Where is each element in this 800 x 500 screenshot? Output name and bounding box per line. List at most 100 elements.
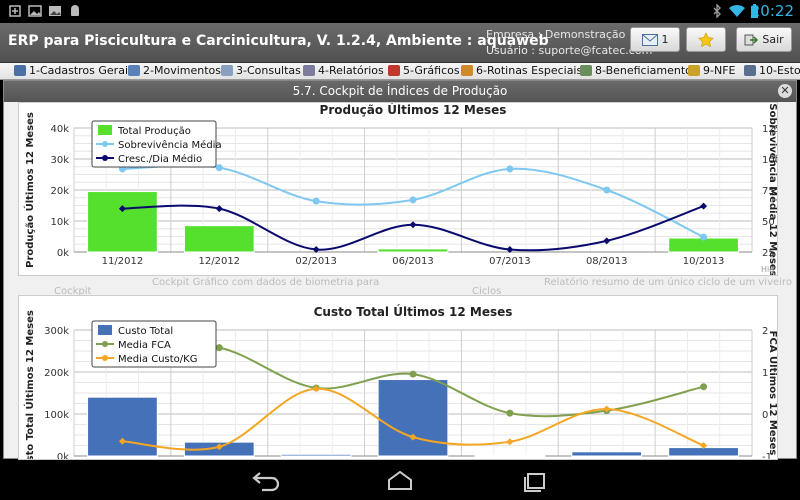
menu-item-estoque[interactable]: 10-Estoq [744, 64, 800, 77]
menu-item-label: 4-Relatórios [318, 64, 384, 77]
menu-item-nfe[interactable]: 9-NFE [688, 64, 735, 77]
point-marker [506, 438, 514, 446]
y-tick-label: 0k [57, 452, 69, 460]
y2-tick-label: -1 [762, 452, 772, 460]
y2-axis-title: FCA Últimos 12 Meses [767, 331, 778, 456]
company-info: Empresa : Demonstração Usuário : suporte… [486, 27, 652, 59]
point-marker [506, 246, 514, 254]
point-marker [700, 383, 708, 391]
document-icon [221, 65, 233, 76]
legend-label: Total Produção [117, 126, 191, 137]
image-icon [28, 5, 42, 17]
menu-item-graficos[interactable]: 5-Gráficos [388, 64, 460, 77]
chart-icon [388, 65, 400, 76]
mail-icon [641, 33, 658, 46]
ghost-text-left: Cockpit Gráfico com dados de biometria p… [152, 277, 380, 288]
legend-label: Cresc./Dia Médio [118, 153, 202, 165]
y-tick-label: 10k [50, 217, 69, 228]
menu-item-rotinas[interactable]: 6-Rotinas Especiais [461, 64, 582, 77]
menu-item-label: 8-Beneficiamento [595, 64, 692, 77]
legend-marker [102, 341, 108, 347]
close-button[interactable]: ✕ [778, 84, 792, 98]
legend-label: Media Custo/KG [118, 354, 197, 365]
x-tick-label: 06/2013 [392, 256, 434, 267]
company-name: Empresa : Demonstração [486, 28, 626, 41]
y2-tick-label: 50 [762, 217, 775, 228]
cost-chart: Custo Total Últimos 12 Meses 0k 100k 200k 30… [23, 304, 778, 460]
favorites-button[interactable] [686, 27, 726, 52]
invoice-icon [688, 65, 700, 76]
app-header: ERP para Piscicultura e Carcinicultura, … [0, 23, 800, 63]
close-icon: ✕ [780, 84, 790, 97]
bluetooth-icon [713, 4, 721, 18]
legend-marker [102, 141, 108, 147]
menu-item-cadastros[interactable]: 1-Cadastros Gerais [14, 64, 134, 77]
legend-label: Custo Total [118, 326, 173, 337]
messages-count: 1 [661, 33, 669, 46]
menu-item-movimentos[interactable]: 2-Movimentos [128, 64, 221, 77]
menu-item-label: 1-Cadastros Gerais [29, 64, 134, 77]
legend-box [91, 120, 217, 168]
android-icon [71, 5, 79, 16]
bar [571, 451, 643, 457]
messages-button[interactable]: 1 [630, 27, 680, 52]
bar [474, 454, 546, 457]
exit-icon [744, 34, 759, 45]
production-chart-panel: Produção Últimos 12 Meses 0k 10k 20k 30k 40k 2… [18, 102, 778, 276]
status-bar: 20:22 [0, 0, 800, 23]
x-tick-label: 07/2013 [489, 256, 531, 267]
point-marker [409, 370, 417, 378]
y-tick-label: 20k [50, 186, 69, 197]
menu-item-beneficiamento[interactable]: 8-Beneficiamento [580, 64, 692, 77]
home-icon[interactable] [383, 470, 417, 492]
legend-swatch [98, 125, 112, 135]
y-axis-title: Produção Últimos 12 Meses [23, 112, 36, 268]
y-tick-label: 40k [50, 124, 69, 135]
folder-icon [14, 65, 26, 76]
status-time: 20:22 [750, 2, 794, 20]
printer-icon [303, 65, 315, 76]
x-tick-label: 12/2012 [199, 256, 241, 267]
exit-button[interactable]: Sair [736, 27, 792, 52]
bar [377, 248, 449, 253]
point-marker [603, 405, 611, 413]
menu-item-label: 9-NFE [703, 64, 736, 77]
bar [87, 191, 158, 253]
ghost-label-cockpit: Cockpit [54, 286, 92, 297]
point-marker [700, 233, 708, 241]
menu-item-label: 2-Movimentos [143, 64, 221, 77]
menu-bar: 1-Cadastros Gerais 2-Movimentos 3-Consul… [0, 63, 800, 80]
point-marker [215, 205, 223, 213]
point-marker [409, 221, 417, 229]
y2-tick-label: 100 [762, 155, 778, 166]
recent-apps-icon[interactable] [518, 470, 552, 492]
menu-item-relatorios[interactable]: 4-Relatórios [303, 64, 384, 77]
legend-swatch [98, 325, 112, 335]
star-icon [698, 31, 714, 47]
y-axis-title: Custo Total Últimos 12 Meses [23, 310, 36, 460]
user-email: Usuário : suporte@fcatec.com [486, 44, 653, 57]
gallery-icon [49, 6, 61, 16]
point-marker [215, 164, 223, 172]
point-marker [700, 442, 708, 449]
point-marker [409, 196, 417, 204]
y-tick-label: 200k [44, 368, 69, 379]
chart-credit: Hig [761, 265, 774, 274]
cost-chart-panel: Custo Total Últimos 12 Meses 0k 100k 200k 30… [18, 295, 778, 460]
point-marker [118, 437, 126, 445]
back-icon[interactable] [248, 470, 282, 492]
box-icon [580, 65, 592, 76]
point-marker [603, 237, 611, 245]
production-chart: Produção Últimos 12 Meses 0k 10k 20k 30k 40k 2… [23, 103, 778, 275]
legend-label: Media FCA [118, 340, 171, 351]
ghost-text-right: Relatório resumo de um único ciclo de um… [544, 277, 792, 288]
bar [87, 396, 158, 457]
ghost-label-ciclos: Ciclos [472, 286, 502, 297]
notification-icon [9, 5, 21, 17]
app-title: ERP para Piscicultura e Carcinicultura, … [8, 33, 549, 49]
y-tick-label: 0k [57, 248, 69, 259]
y-tick-label: 300k [44, 326, 69, 337]
point-marker [312, 246, 320, 254]
point-marker [603, 186, 611, 194]
menu-item-consultas[interactable]: 3-Consultas [221, 64, 301, 77]
